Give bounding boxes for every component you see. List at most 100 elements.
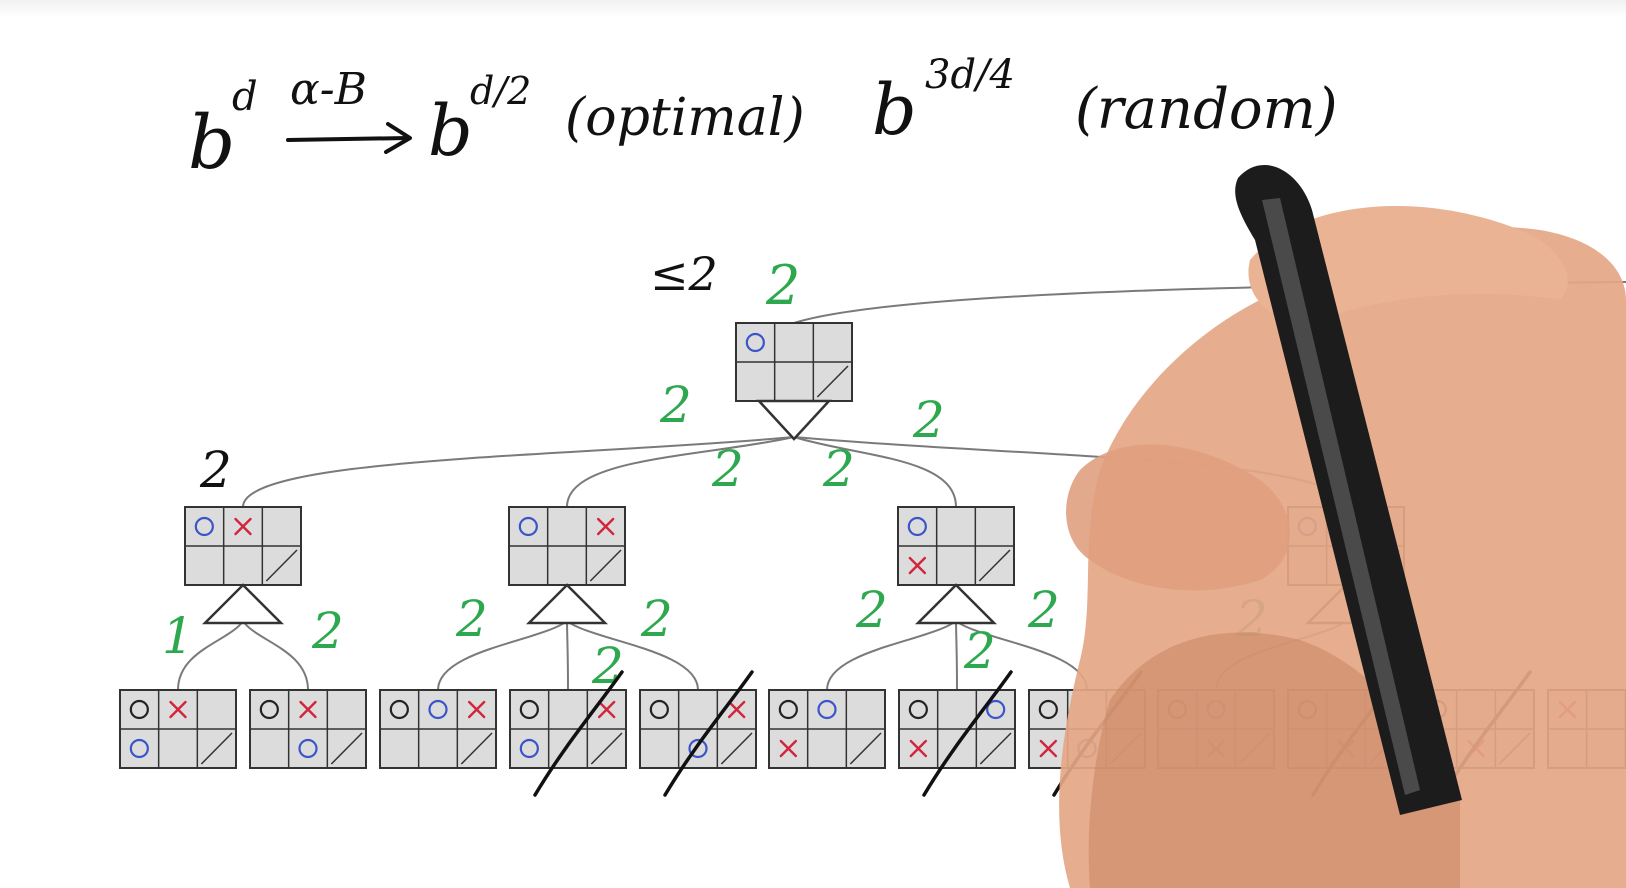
o-mark-icon [428,699,448,720]
edge-root-midleft-value: 2 [711,440,744,498]
board-corner-slash [200,732,233,765]
o-mark-icon [518,516,538,537]
o-mark-icon [519,699,539,720]
board-corner-slash [590,732,623,765]
o-mark-icon [259,699,279,720]
o-mark-icon [519,738,539,759]
max-node-triangle-icon [525,583,609,625]
top-fade [0,0,1626,18]
edge-a-right-value: 2 [311,602,344,660]
x-mark-icon [234,517,252,536]
leaf-board [509,689,627,769]
tree-edge [566,620,569,691]
left-node-value-label: 2 [199,441,232,499]
base-b-mid: b [428,90,473,172]
arrow-label-alpha-beta: α-B [290,64,367,115]
o-mark-icon [908,699,928,720]
marker-highlight [1262,198,1420,795]
tree-edge [955,620,958,691]
leaf-board [768,689,886,769]
x-mark-icon [299,700,317,719]
edge-root-midright-value: 2 [822,440,855,498]
x-mark-icon [169,700,187,719]
o-mark-icon [688,738,708,759]
hand-with-marker [1059,164,1626,888]
tree-edge [242,620,309,691]
root-bound-label: ≤2 [650,247,718,301]
tree-edge [566,620,699,691]
max-node-triangle-icon [914,583,998,625]
tree-edge [177,620,244,691]
o-mark-icon [649,699,669,720]
o-mark-icon [1038,699,1058,720]
board-corner-slash [979,732,1012,765]
x-mark-icon [596,517,615,536]
o-mark-icon [778,699,798,720]
min-node-triangle-icon [756,399,832,441]
edge-c-mid-value: 2 [963,622,996,680]
tree-edge [242,436,795,508]
o-mark-icon [194,516,214,537]
prune-slash [533,670,624,797]
hand-shadow [1088,632,1460,888]
exponent-d-over-2: d/2 [470,69,531,113]
random-note: (random) [1075,77,1338,142]
x-mark-icon [1039,739,1058,758]
o-mark-icon [129,738,149,759]
leaf-board [249,689,367,769]
leaf-board [119,689,237,769]
root-board [735,322,853,441]
prune-slash [922,670,1013,797]
o-mark-icon [817,699,837,720]
tree-edge [793,436,957,508]
board-corner-slash [330,732,363,765]
o-mark-icon [745,332,765,353]
board-corner-slash [816,365,849,398]
edge-b-left-value: 2 [455,590,488,648]
max-node-triangle-icon [201,583,285,625]
arrow-icon [286,122,412,154]
leaf-board [639,689,757,769]
edge-b-mid-value: 2 [591,637,624,695]
x-mark-icon [909,739,928,758]
exponent-d: d [232,74,258,120]
optimal-note: (optimal) [565,88,805,148]
leaf-board [379,689,497,769]
x-mark-icon [727,700,746,719]
o-mark-icon [389,699,409,720]
edge-value-labels: 2 2 2 2 1 2 2 2 2 2 2 2 2 [162,376,1268,695]
board-corner-slash [265,549,298,582]
board-corner-slash [978,549,1011,582]
level1-board [508,506,626,625]
board-corner-slash [720,732,753,765]
root-value-label: 2 [765,254,800,317]
o-mark-icon [907,516,927,537]
prune-slash [663,670,754,797]
o-mark-icon [129,699,149,720]
x-mark-icon [908,556,927,575]
tree-edge [437,620,568,691]
exponent-3d-over-4: 3d/4 [925,52,1015,98]
edge-b-right-value: 2 [640,590,673,648]
x-mark-icon [597,700,616,719]
level1-board [184,506,302,625]
x-mark-icon [467,700,486,719]
board-corner-slash [849,732,882,765]
o-mark-icon [986,699,1006,720]
board-corner-slash [589,549,622,582]
base-b-right: b [872,69,917,151]
x-mark-icon [779,739,798,758]
edge-root-right-value: 2 [912,391,945,449]
tree-edge [826,620,957,691]
edge-root-left-value: 2 [659,376,692,434]
base-b-left: b [188,100,235,186]
level1-board [897,506,1015,625]
complexity-formula: b d α-B b d/2 (optimal) b 3d/4 (random) [188,52,1338,186]
tree-edge [566,436,795,508]
leaf-board [898,689,1016,769]
o-mark-icon [298,738,318,759]
edge-a-left-value: 1 [162,607,194,665]
edge-c-right-value: 2 [1027,581,1060,639]
thumb [1066,444,1290,591]
